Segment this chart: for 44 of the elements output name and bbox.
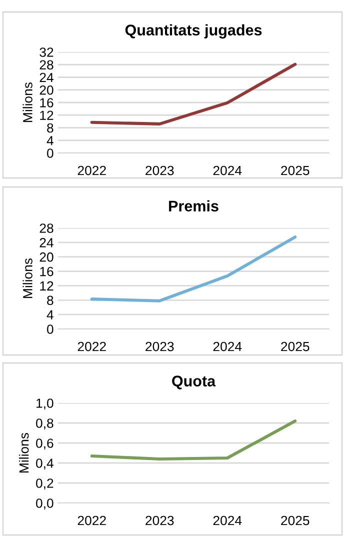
y-tick-label: 28 (40, 60, 54, 70)
y-axis-title: Milions (22, 82, 32, 122)
x-tick-label: 2023 (146, 516, 174, 526)
line-series (90, 419, 297, 461)
y-tick-label: 8 (47, 296, 54, 306)
x-tick-label: 2022 (78, 516, 106, 526)
x-tick-label: 2022 (78, 342, 106, 352)
y-tick-label: 24 (40, 238, 54, 248)
y-tick-label: 1,0 (36, 398, 54, 410)
chart-title: Quota (172, 376, 216, 390)
y-tick-label: 4 (46, 310, 54, 320)
y-tick-label: 0,4 (36, 458, 54, 470)
y-axis-title: Milions (19, 432, 29, 472)
y-tick-label: 4 (46, 136, 54, 146)
x-tick-label: 2024 (213, 516, 242, 526)
x-tick-label: 2025 (281, 166, 310, 176)
chart-title: Premis (169, 200, 218, 212)
y-tick-label: 0 (47, 148, 54, 158)
y-tick-label: 8 (47, 123, 54, 133)
y-tick-label: 0,0 (36, 498, 54, 510)
x-tick-label: 2025 (281, 342, 310, 352)
y-tick-label: 0,2 (36, 478, 54, 490)
x-tick-label: 2024 (213, 166, 242, 176)
y-tick-label: 0,6 (36, 438, 54, 450)
y-tick-label: 28 (40, 224, 54, 233)
y-tick-label: 20 (40, 252, 54, 262)
x-tick-label: 2024 (213, 342, 242, 352)
y-tick-label: 20 (40, 85, 54, 95)
y-tick-label: 0 (47, 324, 54, 334)
x-tick-label: 2023 (146, 342, 174, 352)
y-tick-label: 24 (40, 72, 54, 82)
x-tick-label: 2023 (146, 166, 174, 176)
y-tick-label: 12 (40, 281, 54, 290)
line-series (90, 62, 297, 126)
y-tick-label: 0,8 (36, 418, 54, 430)
y-tick-label: 12 (40, 110, 54, 120)
y-tick-label: 16 (40, 98, 54, 108)
x-tick-label: 2022 (78, 166, 106, 176)
y-tick-label: 32 (40, 48, 54, 57)
line-series (90, 235, 297, 302)
y-tick-label: 16 (40, 266, 54, 276)
chart-title: Quantitats jugades (125, 24, 262, 39)
y-axis-title: Milions (22, 258, 32, 298)
x-tick-label: 2025 (281, 516, 310, 526)
